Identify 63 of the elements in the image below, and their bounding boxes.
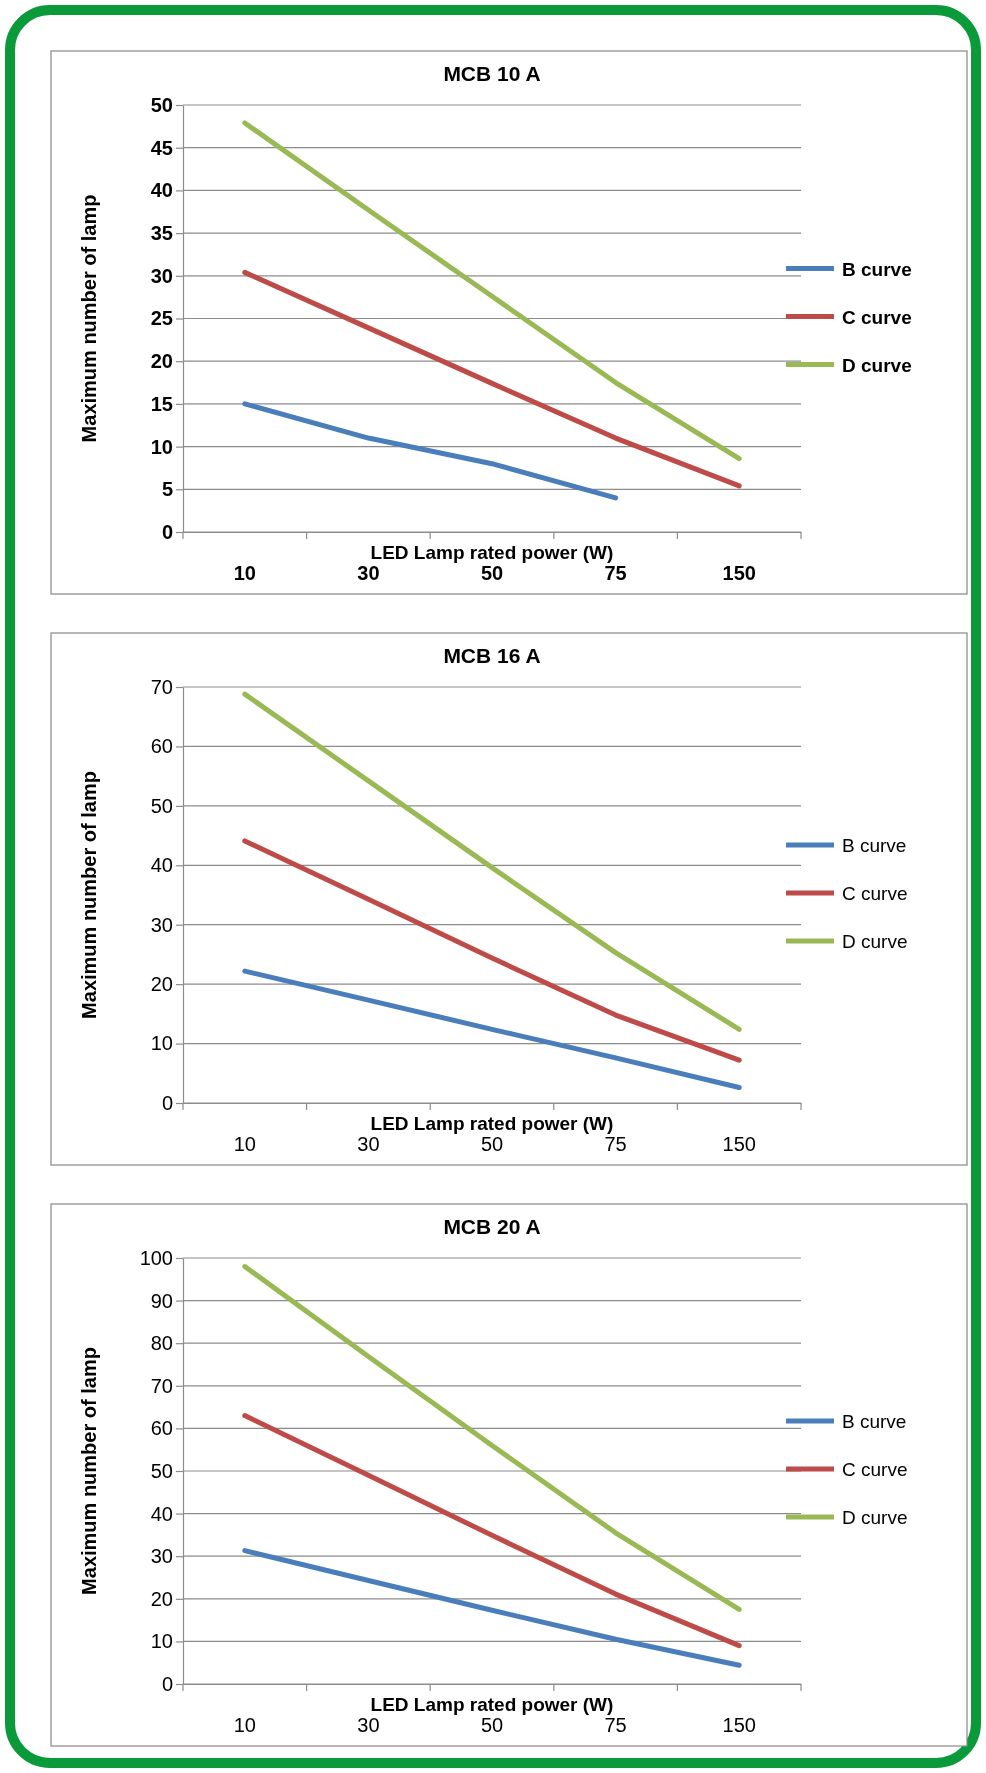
y-tick-label: 10 [150,1032,173,1055]
legend-label: C curve [842,1459,908,1480]
y-axis-title: Maximum number of lamp [78,771,100,1019]
y-axis-title: Maximum number of lamp [78,194,100,443]
x-tick-label: 50 [480,1714,504,1737]
y-tick-label: 0 [161,1091,173,1114]
x-tick-label: 10 [233,1714,256,1737]
legend-label: C curve [842,306,912,328]
y-tick-label: 80 [150,1332,173,1355]
y-tick-label: 10 [150,1630,173,1653]
y-tick-label: 60 [150,735,173,758]
y-tick-label: 40 [150,179,173,202]
y-tick-label: 20 [150,350,173,373]
x-tick-label: 10 [233,1133,256,1156]
x-tick-label: 75 [604,1714,627,1737]
x-tick-label: 50 [480,562,504,585]
y-tick-label: 30 [150,913,173,936]
x-tick-label: 30 [357,1133,380,1156]
x-axis-title: LED Lamp rated power (W) [370,542,614,563]
x-axis-title: LED Lamp rated power (W) [370,1113,614,1134]
x-axis-title: LED Lamp rated power (W) [370,1694,614,1715]
y-tick-label: 30 [150,1545,173,1568]
y-tick-label: 10 [150,435,173,458]
x-tick-label: 75 [604,562,627,585]
y-tick-label: 35 [150,222,173,244]
y-tick-label: 100 [139,1246,173,1269]
legend-label: B curve [842,258,912,280]
chart-title: MCB 10 A [443,62,541,85]
y-tick-label: 70 [150,1374,173,1397]
y-tick-label: 50 [150,1459,173,1482]
x-tick-label: 150 [722,562,756,585]
y-tick-label: 0 [161,1672,173,1695]
x-tick-label: 30 [357,562,380,585]
y-tick-label: 45 [150,136,173,159]
y-tick-label: 40 [150,854,173,877]
chart-title: MCB 20 A [443,1215,541,1238]
y-tick-label: 15 [150,392,173,415]
x-tick-label: 75 [604,1133,627,1156]
y-tick-label: 20 [150,973,173,996]
chart-title: MCB 16 A [443,644,541,667]
y-tick-label: 60 [150,1417,173,1440]
legend-label: B curve [842,1411,907,1432]
y-tick-label: 50 [150,93,173,116]
y-tick-label: 20 [150,1587,173,1610]
y-tick-label: 25 [150,307,173,330]
y-tick-label: 30 [150,264,173,287]
legend-label: B curve [842,835,907,856]
x-tick-label: 10 [233,562,256,585]
x-tick-label: 30 [357,1714,380,1737]
legend-label: C curve [842,883,908,904]
x-tick-label: 150 [722,1714,756,1737]
y-tick-label: 5 [161,478,173,501]
y-tick-label: 40 [150,1502,173,1525]
legend-label: D curve [842,931,908,952]
y-tick-label: 70 [150,675,173,698]
y-tick-label: 90 [150,1289,173,1312]
y-axis-title: Maximum number of lamp [78,1347,100,1595]
x-tick-label: 50 [480,1133,504,1156]
legend-label: D curve [842,1507,908,1528]
y-tick-label: 0 [161,520,173,543]
y-tick-label: 50 [150,794,173,817]
x-tick-label: 150 [722,1133,756,1156]
legend-label: D curve [842,354,912,376]
